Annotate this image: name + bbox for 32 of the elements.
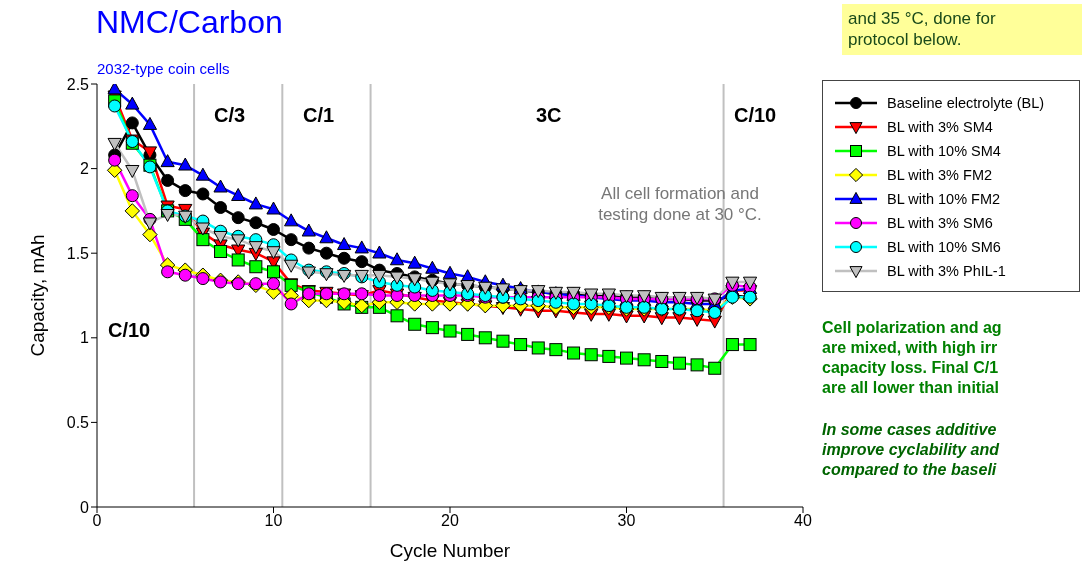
annotation: C/10	[734, 103, 778, 128]
annotation: 3C	[536, 103, 563, 128]
y-tick-label: 0	[80, 498, 90, 516]
chart-title: NMC/Carbon	[96, 4, 283, 41]
legend-label: Baseline electrolyte (BL)	[887, 95, 1045, 111]
y-tick-label: 1.5	[66, 244, 90, 262]
x-tick-label: 10	[264, 512, 283, 530]
y-tick-label: 1	[80, 329, 90, 347]
legend-label: BL with 3% SM6	[887, 215, 993, 231]
annotation: All cell formation and testing done at 30 °C.	[597, 183, 763, 226]
y-tick-label: 2.5	[66, 75, 90, 93]
x-tick-label: 40	[794, 512, 812, 530]
y-axis-title: Capacity, mAh	[26, 234, 48, 357]
annotation: C/1	[303, 103, 336, 128]
text: and 35 °C, done for protocol below.	[842, 4, 1082, 55]
legend-label: BL with 10% SM4	[887, 143, 1001, 159]
y-tick-label: 0.5	[66, 414, 90, 432]
x-tick-label: 30	[617, 512, 636, 530]
text: In some cases additive improve cyclability and compared to the baseli	[822, 420, 1001, 480]
chart-subtitle: 2032-type coin cells	[97, 60, 230, 77]
text: Cell polarization and ag are mixed, with high irr capacity loss. Final C/1 are all lower than initial	[822, 318, 1003, 398]
annotation: C/10	[108, 318, 152, 343]
y-tick-label: 2	[80, 160, 90, 178]
x-tick-label: 20	[441, 512, 459, 530]
legend-label: BL with 10% FM2	[887, 191, 1001, 207]
x-axis-title: Cycle Number	[389, 540, 511, 561]
legend-label: BL with 3% FM2	[887, 167, 993, 183]
legend-label: BL with 10% SM6	[887, 239, 1001, 255]
legend-label: BL with 3% PhIL-1	[887, 263, 1006, 279]
annotation: C/3	[214, 103, 247, 128]
legend-label: BL with 3% SM4	[887, 119, 993, 135]
x-tick-label: 0	[92, 512, 102, 530]
